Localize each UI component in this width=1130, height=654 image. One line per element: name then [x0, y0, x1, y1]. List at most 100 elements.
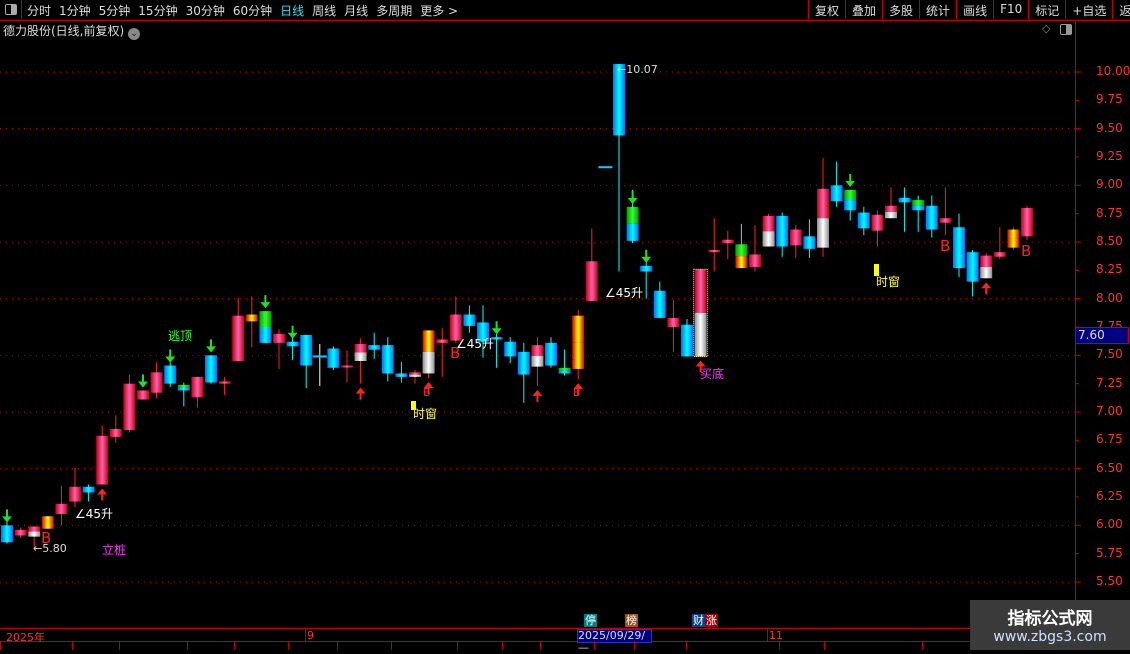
top-toolbar: 分时 1分钟 5分钟 15分钟 30分钟 60分钟 日线 周线 月线 多周期 更多 > 复权 叠加 多股… — [0, 0, 1130, 21]
chevron-down-icon[interactable]: ⌄ — [128, 28, 141, 40]
period-tab[interactable]: 多周期 — [376, 4, 413, 18]
candle-body — [191, 376, 204, 398]
chart-label-b: B — [423, 386, 431, 399]
candle-body-top — [885, 205, 897, 212]
price-tick-label: 6.50 — [1096, 460, 1123, 475]
price-tick-label: 9.25 — [1096, 148, 1123, 163]
candle-body — [993, 252, 1006, 257]
price-tick-label: 7.00 — [1096, 403, 1123, 418]
toolbar-button[interactable]: 画线 — [956, 0, 993, 19]
period-tab[interactable]: 周线 — [312, 4, 337, 18]
period-tab[interactable]: 日线 — [280, 4, 305, 18]
watermark-title: 指标公式网 — [1007, 609, 1093, 629]
period-tab[interactable]: 30分钟 — [185, 4, 225, 18]
x-label-sep: 9 — [305, 629, 314, 642]
candle-body-bottom — [422, 351, 435, 374]
candle-body — [545, 342, 557, 366]
candle-body-bottom — [626, 223, 639, 241]
candle-body — [232, 315, 245, 361]
toolbar-button[interactable]: 统计 — [919, 0, 956, 19]
period-tab[interactable]: 1分钟 — [59, 4, 91, 18]
toolbar-button[interactable]: 返回 — [1112, 0, 1130, 19]
candle-body — [598, 166, 613, 169]
candle-body — [205, 355, 217, 383]
candle-body — [463, 314, 476, 326]
badge-rise[interactable]: 涨 — [705, 614, 718, 627]
candle-body-bottom — [980, 266, 993, 279]
candle-body — [150, 372, 163, 393]
strip-tick — [187, 641, 189, 650]
side-panel-icon[interactable] — [1060, 24, 1072, 35]
candle-body — [96, 435, 109, 485]
strip-tick — [336, 641, 338, 650]
period-tab[interactable]: 15分钟 — [138, 4, 178, 18]
sell-arrow-icon — [206, 339, 216, 353]
strip-tick — [288, 641, 289, 650]
price-tick-label: 6.25 — [1096, 488, 1123, 503]
candle-body-bottom — [354, 352, 367, 361]
candle-body-top — [28, 526, 41, 532]
chart-label-b: B — [940, 237, 950, 255]
strip-tick — [981, 641, 982, 650]
toolbar-button[interactable]: 叠加 — [845, 0, 882, 19]
chart-label-text: ∠45升 — [605, 286, 643, 300]
candle-body — [123, 383, 136, 431]
candle-body — [1, 525, 13, 543]
stock-name: 德力股份(日线,前复权) — [3, 24, 125, 38]
candle-body — [368, 345, 381, 350]
toolbar-button[interactable]: 标记 — [1028, 0, 1065, 19]
candle-body — [898, 197, 911, 203]
candle-body — [327, 348, 340, 368]
buy-arrow-icon — [355, 387, 366, 400]
period-tab[interactable]: 5分钟 — [98, 4, 131, 18]
sell-arrow-icon — [287, 325, 298, 339]
candle-body — [381, 345, 394, 374]
badge-finance[interactable]: 财 — [692, 614, 705, 627]
strip-tick — [685, 641, 687, 650]
toolbar-button[interactable]: 多股 — [882, 0, 919, 19]
badge-halt[interactable]: 停 — [584, 614, 597, 627]
period-tab[interactable]: 月线 — [344, 4, 369, 18]
candle-body-top — [531, 345, 544, 356]
candle-body — [436, 339, 449, 343]
candle-body-top — [1007, 229, 1020, 239]
badge-list[interactable]: 榜 — [625, 614, 638, 627]
toolbar-button[interactable]: F10 — [993, 0, 1028, 19]
candle-body — [613, 64, 625, 136]
strip-tick — [824, 641, 826, 650]
candle-body — [749, 254, 761, 267]
chart-label-text: 时窗 — [876, 275, 900, 289]
chart-label-text: ∠45升 — [75, 507, 113, 521]
period-tab[interactable]: 分时 — [27, 4, 52, 18]
candle-body — [286, 341, 299, 347]
candle-body — [667, 317, 680, 327]
candle-body — [857, 212, 870, 229]
period-tab[interactable]: 更多 > — [420, 4, 459, 18]
candle-body-top — [762, 215, 775, 232]
buy-arrow-icon — [573, 383, 584, 396]
strip-tick — [921, 641, 923, 650]
toolbar-button[interactable]: 复权 — [808, 0, 845, 19]
chart-label-b: B — [41, 529, 51, 547]
candle-body-top — [735, 244, 748, 257]
candle-highlight — [693, 268, 709, 357]
price-tick-label: 5.50 — [1096, 573, 1123, 588]
candle-body — [14, 529, 27, 536]
toolbar-button[interactable]: +自选 — [1065, 0, 1112, 19]
candle-body-top — [245, 314, 258, 318]
buy-arrow-icon — [423, 381, 434, 394]
candle-body-top — [177, 384, 190, 388]
candle-body — [490, 337, 503, 340]
sell-arrow-icon — [2, 509, 12, 523]
candle-body-bottom — [817, 218, 829, 248]
candle-body-bottom — [41, 522, 54, 529]
candle-body-bottom — [694, 312, 707, 357]
stock-title: 德力股份(日线,前复权) ⌄ — [3, 22, 141, 40]
panel-toggle-icon[interactable] — [0, 0, 22, 19]
period-tab[interactable]: 60分钟 — [232, 4, 273, 18]
candle-body — [395, 373, 408, 377]
price-tick-label: 10.00 — [1096, 64, 1130, 78]
diamond-icon[interactable]: ◇ — [1042, 22, 1051, 35]
